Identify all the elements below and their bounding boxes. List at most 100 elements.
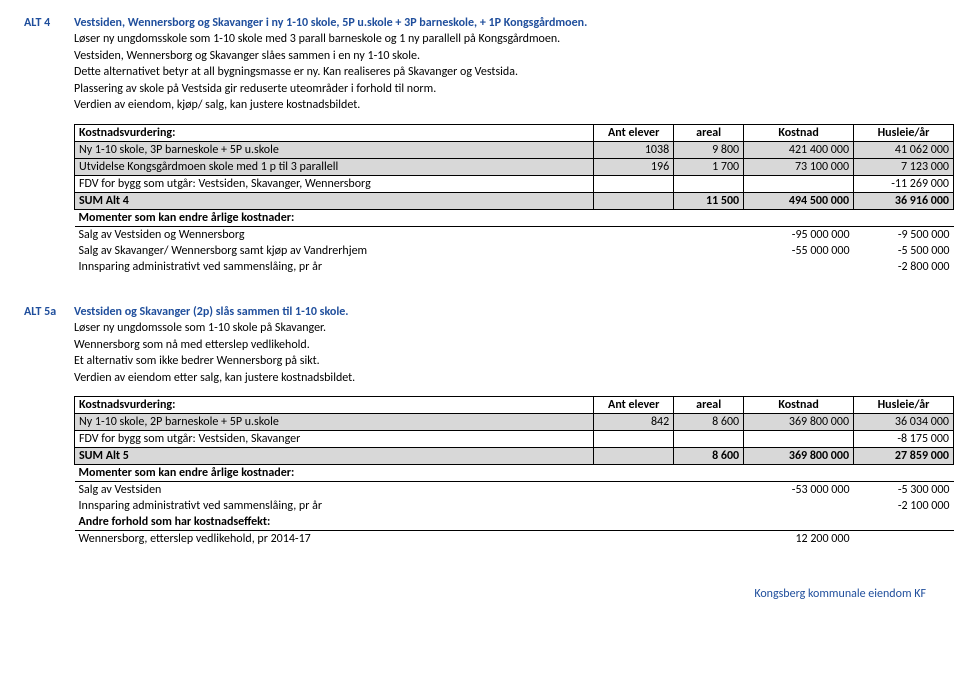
- hdr-desc: Kostnadsvurdering:: [75, 397, 594, 414]
- cell-n: 421 400 000: [744, 141, 854, 158]
- hdr-antelever: Ant elever: [594, 124, 674, 141]
- alt5a-heading-row: ALT 5a Vestsiden og Skavanger (2p) slås …: [24, 305, 936, 319]
- alt5a-label: ALT 5a: [24, 305, 74, 319]
- cell-n: [674, 175, 744, 192]
- table-row: Wennersborg, etterslep vedlikehold, pr 2…: [75, 531, 954, 548]
- cell-n: 8 600: [674, 448, 744, 465]
- cell-n: -2 800 000: [854, 259, 954, 275]
- table-row: Utvidelse Kongsgårdmoen skole med 1 p ti…: [75, 158, 954, 175]
- cell-desc: Salg av Vestsiden: [75, 482, 594, 499]
- cell-n: 7 123 000: [854, 158, 954, 175]
- hdr-desc: Kostnadsvurdering:: [75, 124, 594, 141]
- table-header-row: Kostnadsvurdering: Ant elever areal Kost…: [75, 124, 954, 141]
- alt4-p3: Plassering av skole på Vestsida gir redu…: [74, 82, 936, 98]
- cell-n: 842: [594, 414, 674, 431]
- cell-n: 1038: [594, 141, 674, 158]
- cell-n: -55 000 000: [744, 243, 854, 259]
- alt4-label: ALT 4: [24, 16, 74, 30]
- cell-n: 196: [594, 158, 674, 175]
- hdr-areal: areal: [674, 124, 744, 141]
- alt4-p1: Vestsiden, Wennersborg og Skavanger slåe…: [74, 49, 936, 65]
- cell-n: -5 300 000: [854, 482, 954, 499]
- hdr-husleie: Husleie/år: [854, 124, 954, 141]
- table-header-row: Kostnadsvurdering: Ant elever areal Kost…: [75, 397, 954, 414]
- table-row: Ny 1-10 skole, 2P barneskole + 5P u.skol…: [75, 414, 954, 431]
- cell-desc: FDV for bygg som utgår: Vestsiden, Skava…: [75, 175, 594, 192]
- alt4-body: Løser ny ungdomsskole som 1-10 skole med…: [74, 32, 936, 114]
- andre-hdr-text: Andre forhold som har kostnadseffekt:: [75, 514, 954, 531]
- alt5a-p3: Verdien av eiendom etter salg, kan juste…: [74, 371, 936, 387]
- table-row: FDV for bygg som utgår: Vestsiden, Skava…: [75, 431, 954, 448]
- section-alt5a: ALT 5a Vestsiden og Skavanger (2p) slås …: [24, 305, 936, 547]
- hdr-areal: areal: [674, 397, 744, 414]
- andre-header-row: Andre forhold som har kostnadseffekt:: [75, 514, 954, 531]
- cell-n: 369 800 000: [744, 414, 854, 431]
- cell-n: -95 000 000: [744, 226, 854, 243]
- cell-n: [594, 175, 674, 192]
- alt4-p2: Dette alternativet betyr at all bygnings…: [74, 65, 936, 81]
- cell-n: 36 034 000: [854, 414, 954, 431]
- moment-header-row: Momenter som kan endre årlige kostnader:: [75, 465, 954, 482]
- table-row: Innsparing administrativt ved sammenslåi…: [75, 498, 954, 514]
- cell-desc: Salg av Vestsiden og Wennersborg: [75, 226, 594, 243]
- cell-desc: Ny 1-10 skole, 2P barneskole + 5P u.skol…: [75, 414, 594, 431]
- cell-n: [674, 431, 744, 448]
- cell-n: 8 600: [674, 414, 744, 431]
- moment-hdr-text: Momenter som kan endre årlige kostnader:: [75, 465, 954, 482]
- cell-n: 11 500: [674, 192, 744, 209]
- table-row: Innsparing administrativt ved sammenslåi…: [75, 259, 954, 275]
- cell-n: 1 700: [674, 158, 744, 175]
- cell-desc: Innsparing administrativt ved sammenslåi…: [75, 259, 594, 275]
- moment-hdr-text: Momenter som kan endre årlige kostnader:: [75, 209, 954, 226]
- table-sum-row: SUM Alt 4 11 500 494 500 000 36 916 000: [75, 192, 954, 209]
- cell-desc: SUM Alt 4: [75, 192, 594, 209]
- cell-n: 27 859 000: [854, 448, 954, 465]
- table-row: Salg av Vestsiden og Wennersborg -95 000…: [75, 226, 954, 243]
- cell-n: [744, 431, 854, 448]
- cell-n: [594, 192, 674, 209]
- cell-n: -53 000 000: [744, 482, 854, 499]
- cell-desc: Ny 1-10 skole, 3P barneskole + 5P u.skol…: [75, 141, 594, 158]
- cell-n: 369 800 000: [744, 448, 854, 465]
- cell-n: 73 100 000: [744, 158, 854, 175]
- cell-n: [594, 431, 674, 448]
- cell-n: -2 100 000: [854, 498, 954, 514]
- cell-n: [854, 531, 954, 548]
- cell-desc: Utvidelse Kongsgårdmoen skole med 1 p ti…: [75, 158, 594, 175]
- cell-desc: FDV for bygg som utgår: Vestsiden, Skava…: [75, 431, 594, 448]
- alt4-p0: Løser ny ungdomsskole som 1-10 skole med…: [74, 32, 936, 48]
- page-footer: Kongsberg kommunale eiendom KF: [24, 587, 936, 601]
- alt5a-title: Vestsiden og Skavanger (2p) slås sammen …: [74, 305, 349, 319]
- table-row: Salg av Vestsiden -53 000 000 -5 300 000: [75, 482, 954, 499]
- alt5a-p2: Et alternativ som ikke bedrer Wennersbor…: [74, 354, 936, 370]
- cell-n: 494 500 000: [744, 192, 854, 209]
- cell-desc: Innsparing administrativt ved sammenslåi…: [75, 498, 594, 514]
- moment-header-row: Momenter som kan endre årlige kostnader:: [75, 209, 954, 226]
- alt5a-p1: Wennersborg som nå med etterslep vedlike…: [74, 338, 936, 354]
- cell-n: [744, 498, 854, 514]
- cell-n: 9 800: [674, 141, 744, 158]
- cell-n: [594, 448, 674, 465]
- table-sum-row: SUM Alt 5 8 600 369 800 000 27 859 000: [75, 448, 954, 465]
- table-row: Salg av Skavanger/ Wennersborg samt kjøp…: [75, 243, 954, 259]
- cell-desc: Wennersborg, etterslep vedlikehold, pr 2…: [75, 531, 594, 548]
- alt4-p4: Verdien av eiendom, kjøp/ salg, kan just…: [74, 98, 936, 114]
- hdr-kostnad: Kostnad: [744, 124, 854, 141]
- alt5a-table: Kostnadsvurdering: Ant elever areal Kost…: [74, 396, 954, 547]
- cell-n: 41 062 000: [854, 141, 954, 158]
- table-row: FDV for bygg som utgår: Vestsiden, Skava…: [75, 175, 954, 192]
- cell-n: 36 916 000: [854, 192, 954, 209]
- hdr-kostnad: Kostnad: [744, 397, 854, 414]
- alt4-title: Vestsiden, Wennersborg og Skavanger i ny…: [74, 16, 587, 30]
- cell-desc: SUM Alt 5: [75, 448, 594, 465]
- table-row: Ny 1-10 skole, 3P barneskole + 5P u.skol…: [75, 141, 954, 158]
- cell-n: -9 500 000: [854, 226, 954, 243]
- cell-desc: Salg av Skavanger/ Wennersborg samt kjøp…: [75, 243, 594, 259]
- cell-n: -5 500 000: [854, 243, 954, 259]
- section-alt4: ALT 4 Vestsiden, Wennersborg og Skavange…: [24, 16, 936, 275]
- cell-n: -11 269 000: [854, 175, 954, 192]
- hdr-husleie: Husleie/år: [854, 397, 954, 414]
- cell-n: -8 175 000: [854, 431, 954, 448]
- alt4-heading-row: ALT 4 Vestsiden, Wennersborg og Skavange…: [24, 16, 936, 30]
- cell-n: 12 200 000: [744, 531, 854, 548]
